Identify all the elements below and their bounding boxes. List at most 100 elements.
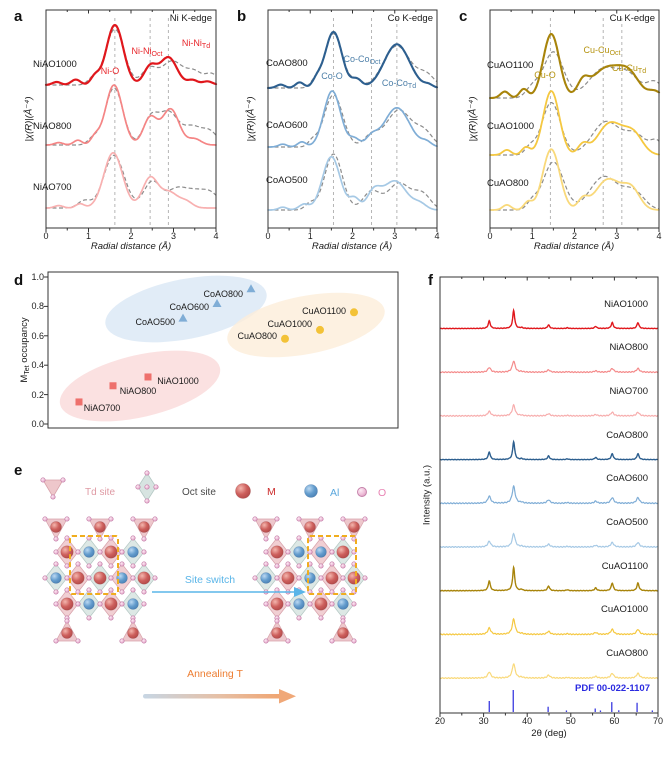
o-atom bbox=[252, 516, 258, 522]
xrd-curve bbox=[439, 532, 659, 549]
o-atom bbox=[135, 484, 141, 490]
axis-box bbox=[439, 276, 659, 714]
exafs-curve bbox=[45, 151, 217, 209]
o-atom bbox=[64, 535, 70, 541]
site-switch-highlight bbox=[307, 535, 357, 595]
fit-curve bbox=[46, 154, 217, 209]
o-atom bbox=[86, 563, 92, 569]
o-atom bbox=[296, 615, 302, 621]
o-atom bbox=[362, 575, 368, 581]
m-atom bbox=[270, 545, 284, 559]
al-atom bbox=[116, 572, 128, 584]
o-atom bbox=[42, 575, 48, 581]
m-atom bbox=[50, 521, 62, 533]
exafs-curve bbox=[267, 90, 438, 148]
o-atom bbox=[130, 535, 136, 541]
scatter-point bbox=[212, 298, 222, 307]
o-atom bbox=[108, 563, 114, 569]
group-ellipse bbox=[105, 275, 267, 343]
o-atom bbox=[362, 516, 368, 522]
o-atom bbox=[141, 561, 147, 567]
o-atom bbox=[108, 516, 114, 522]
o-atom bbox=[285, 601, 291, 607]
o-atom bbox=[141, 536, 147, 542]
o-site-icon bbox=[357, 487, 367, 497]
o-atom bbox=[274, 535, 280, 541]
o-atom bbox=[274, 563, 280, 569]
o-atom bbox=[274, 618, 280, 624]
xrd-curve bbox=[439, 663, 658, 680]
m-atom bbox=[93, 571, 107, 585]
o-atom bbox=[97, 601, 103, 607]
o-atom bbox=[296, 516, 302, 522]
o-atom bbox=[141, 549, 147, 555]
xrd-curve bbox=[439, 439, 659, 461]
fit-curve bbox=[268, 153, 438, 211]
scatter-point bbox=[75, 398, 83, 406]
o-atom bbox=[75, 638, 81, 644]
axis-box bbox=[489, 9, 660, 229]
o-atom bbox=[75, 561, 81, 567]
o-atom bbox=[60, 477, 66, 483]
o-atom bbox=[285, 638, 291, 644]
m-atom bbox=[336, 545, 350, 559]
m-atom bbox=[281, 571, 295, 585]
xrd-curve bbox=[439, 403, 659, 417]
o-atom bbox=[130, 587, 136, 593]
o-atom bbox=[130, 516, 136, 522]
fit-curve bbox=[268, 33, 438, 89]
m-atom bbox=[104, 545, 118, 559]
m-atom bbox=[304, 521, 316, 533]
o-atom bbox=[97, 561, 103, 567]
o-atom bbox=[274, 575, 280, 581]
axis-box bbox=[267, 9, 438, 229]
m-atom bbox=[127, 627, 139, 639]
o-atom bbox=[86, 516, 92, 522]
scatter-point bbox=[109, 382, 117, 390]
o-atom bbox=[329, 638, 335, 644]
xrd-curve bbox=[439, 564, 659, 592]
structure-legend bbox=[40, 470, 367, 504]
al-atom bbox=[304, 572, 316, 584]
m-atom bbox=[325, 571, 339, 585]
m-atom bbox=[348, 521, 360, 533]
o-atom bbox=[97, 536, 103, 542]
xrd-curve bbox=[439, 484, 659, 505]
site-switch-arrowhead bbox=[294, 587, 306, 597]
o-atom bbox=[119, 561, 125, 567]
o-atom bbox=[329, 549, 335, 555]
o-atom bbox=[285, 561, 291, 567]
m-atom bbox=[60, 545, 74, 559]
o-atom bbox=[130, 575, 136, 581]
al-atom bbox=[83, 598, 95, 610]
o-atom bbox=[141, 589, 147, 595]
o-atom bbox=[263, 601, 269, 607]
td-site-icon bbox=[42, 479, 64, 498]
group-ellipse bbox=[227, 292, 385, 358]
o-atom bbox=[64, 563, 70, 569]
o-atom bbox=[318, 575, 324, 581]
xrd-curve bbox=[439, 360, 658, 374]
o-atom bbox=[108, 587, 114, 593]
o-atom bbox=[86, 615, 92, 621]
o-atom bbox=[64, 516, 70, 522]
o-atom bbox=[274, 516, 280, 522]
o-atom bbox=[53, 561, 59, 567]
m-atom bbox=[270, 597, 284, 611]
o-atom bbox=[351, 638, 357, 644]
o-atom bbox=[263, 536, 269, 542]
o-atom bbox=[153, 484, 159, 490]
o-atom bbox=[119, 601, 125, 607]
m-atom bbox=[104, 597, 118, 611]
o-atom bbox=[130, 618, 136, 624]
o-atom bbox=[64, 618, 70, 624]
scatter-point bbox=[246, 284, 256, 293]
fit-curve bbox=[46, 87, 217, 146]
m-atom bbox=[60, 597, 74, 611]
o-atom bbox=[329, 601, 335, 607]
annealing-arrowhead bbox=[279, 689, 296, 704]
m-atom bbox=[138, 521, 150, 533]
